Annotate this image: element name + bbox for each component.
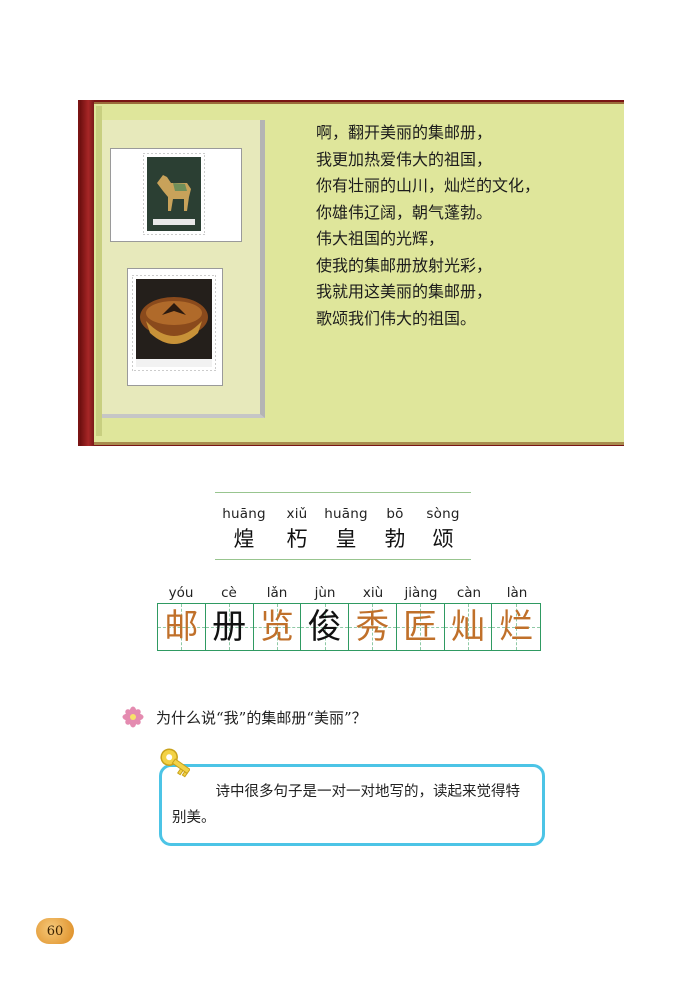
poem-line: 啊，翻开美丽的集邮册，: [316, 123, 493, 142]
flower-icon: [122, 706, 144, 728]
page-number-badge: 60: [36, 918, 74, 944]
vocab-hanzi: 颂: [432, 527, 454, 551]
poem-line: 使我的集邮册放射光彩，: [316, 255, 493, 275]
grid-cell: 邮: [158, 604, 206, 650]
writing-grid: 邮 册 览 俊 秀 匠 灿 烂: [157, 603, 541, 651]
stamp-horse-image: [143, 153, 205, 235]
poem-text: 啊，翻开美丽的集邮册， 我更加热爱伟大的祖国， 你有壮丽的山川，灿烂的文化， 你…: [316, 120, 616, 332]
stamp-bowl-frame: [127, 268, 223, 386]
vocab-item: xiǔ 朽: [272, 493, 322, 553]
grid-char: 匠: [403, 607, 438, 647]
grid-char: 秀: [355, 607, 390, 647]
vocabulary-box: huāng 煌 xiǔ 朽 huāng 皇 bō 勃 sòng 颂: [215, 492, 471, 560]
grid-pinyin: jùn: [314, 585, 336, 601]
grid-pinyin: xiù: [362, 585, 384, 601]
vocab-item: huāng 煌: [219, 493, 269, 553]
stamp-bowl-image: [132, 275, 216, 371]
grid-char: 册: [212, 607, 247, 647]
grid-char: 灿: [450, 607, 485, 647]
poem-line: 你雄伟辽阔，朝气蓬勃。: [316, 202, 493, 222]
grid-pinyin: làn: [506, 585, 528, 601]
grid-char: 烂: [499, 607, 534, 647]
answer-box: 诗中很多句子是一对一对地写的，读起来觉得特别美。: [159, 764, 545, 846]
question: 为什么说“我”的集邮册“美丽”？: [122, 706, 367, 728]
vocab-hanzi: 煌: [233, 527, 255, 551]
grid-cell: 匠: [396, 604, 445, 650]
grid-pinyin: càn: [456, 585, 482, 601]
vocab-pinyin: xiǔ: [286, 506, 308, 522]
grid-cell: 俊: [301, 604, 349, 650]
vocab-hanzi: 皇: [335, 527, 357, 551]
poem-line: 我更加热爱伟大的祖国，: [316, 149, 493, 169]
grid-cell: 册: [205, 604, 254, 650]
poem-line: 我就用这美丽的集邮册，: [316, 282, 493, 301]
grid-cell: 灿: [444, 604, 493, 650]
grid-cell: 秀: [349, 604, 397, 650]
grid-pinyin: lǎn: [266, 585, 288, 601]
vocab-pinyin: huāng: [222, 506, 266, 522]
key-icon: [160, 748, 190, 778]
poem-line: 你有壮丽的山川，灿烂的文化，: [316, 176, 541, 195]
vocab-hanzi: 朽: [286, 527, 308, 551]
album-spine: [80, 100, 94, 446]
vocab-pinyin: sòng: [426, 506, 460, 522]
album-page-edge: [96, 106, 102, 436]
vocab-hanzi: 勃: [384, 527, 406, 551]
vocab-item: sòng 颂: [418, 493, 468, 553]
vocab-item: bō 勃: [370, 493, 420, 553]
grid-pinyin: yóu: [168, 585, 194, 601]
vocab-pinyin: bō: [386, 506, 404, 522]
vocab-item: huāng 皇: [321, 493, 371, 553]
grid-cell: 烂: [492, 604, 540, 650]
question-text: 为什么说“我”的集邮册“美丽”？: [156, 708, 367, 727]
grid-char: 邮: [164, 607, 199, 647]
vocab-pinyin: huāng: [324, 506, 368, 522]
grid-pinyin: cè: [221, 585, 237, 601]
stamp-horse-frame: [110, 148, 242, 242]
poem-line: 伟大祖国的光辉，: [316, 229, 445, 248]
grid-char: 俊: [307, 607, 342, 647]
grid-char: 览: [259, 607, 294, 647]
page-number: 60: [46, 923, 64, 939]
poem-line: 歌颂我们伟大的祖国。: [316, 308, 477, 328]
answer-text: 诗中很多句子是一对一对地写的，读起来觉得特别美。: [172, 784, 520, 826]
grid-cell: 览: [253, 604, 302, 650]
grid-pinyin: jiàng: [404, 585, 438, 601]
writing-grid-pinyin-row: yóu cè lǎn jùn xiù jiàng càn làn: [157, 585, 541, 603]
